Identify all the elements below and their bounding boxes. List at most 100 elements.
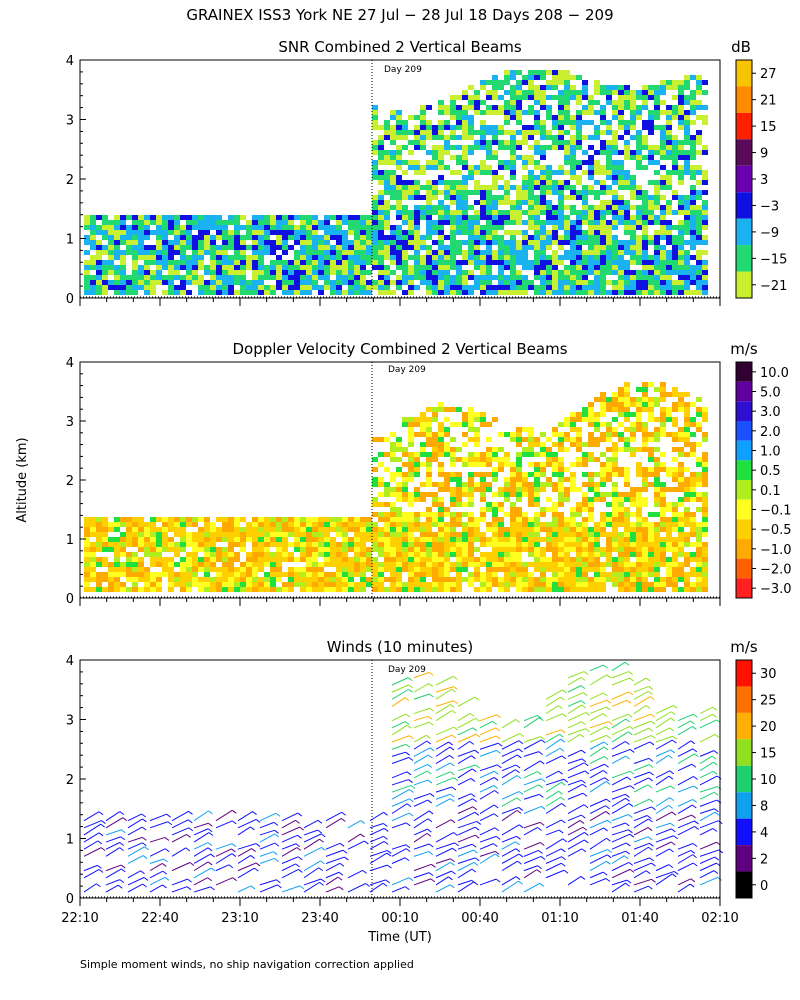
snr-cell	[504, 185, 510, 190]
snr-cell	[564, 225, 570, 230]
snr-cell	[546, 270, 552, 275]
snr-cell	[318, 265, 324, 270]
velocity-cell	[696, 477, 702, 482]
snr-cell	[174, 215, 180, 220]
snr-cell	[516, 205, 522, 210]
snr-cell	[276, 235, 282, 240]
snr-cell	[666, 290, 672, 295]
velocity-cell	[276, 547, 282, 552]
snr-cell	[564, 270, 570, 275]
velocity-cell	[306, 572, 312, 577]
velocity-cell	[408, 457, 414, 462]
velocity-cell	[180, 542, 186, 547]
snr-cell	[384, 250, 390, 255]
y-tick-label: 2	[66, 173, 74, 188]
velocity-cell	[210, 582, 216, 587]
snr-cell	[408, 215, 414, 220]
snr-cell	[474, 190, 480, 195]
velocity-cell	[582, 537, 588, 542]
snr-cell	[390, 280, 396, 285]
snr-cell	[90, 285, 96, 290]
snr-cell	[552, 220, 558, 225]
velocity-cell	[144, 552, 150, 557]
velocity-cell	[102, 522, 108, 527]
snr-cell	[492, 255, 498, 260]
velocity-cell	[630, 512, 636, 517]
snr-cell	[450, 130, 456, 135]
velocity-cell	[96, 527, 102, 532]
velocity-cell	[696, 412, 702, 417]
snr-cell	[192, 270, 198, 275]
velocity-cell	[90, 522, 96, 527]
snr-cell	[684, 80, 690, 85]
velocity-cell	[678, 567, 684, 572]
snr-cell	[648, 235, 654, 240]
snr-cell	[624, 120, 630, 125]
snr-cell	[666, 80, 672, 85]
snr-cell	[642, 140, 648, 145]
snr-cell	[642, 245, 648, 250]
velocity-cell	[540, 582, 546, 587]
snr-cell	[504, 210, 510, 215]
snr-cell	[450, 230, 456, 235]
velocity-cell	[180, 527, 186, 532]
velocity-cell	[120, 572, 126, 577]
snr-cell	[690, 270, 696, 275]
velocity-cell	[690, 522, 696, 527]
velocity-cell	[672, 577, 678, 582]
wind-barb-feather	[210, 867, 216, 872]
snr-cell	[186, 225, 192, 230]
snr-cell	[408, 210, 414, 215]
velocity-cell	[546, 532, 552, 537]
snr-cell	[420, 205, 426, 210]
snr-cell	[594, 190, 600, 195]
velocity-cell	[474, 527, 480, 532]
velocity-cell	[630, 532, 636, 537]
snr-cell	[162, 235, 168, 240]
snr-cell	[108, 220, 114, 225]
velocity-cell	[186, 537, 192, 542]
snr-cell	[498, 290, 504, 295]
snr-cell	[408, 230, 414, 235]
snr-cell	[132, 215, 138, 220]
velocity-cell	[288, 557, 294, 562]
snr-cell	[522, 125, 528, 130]
velocity-cell	[150, 532, 156, 537]
velocity-cell	[288, 517, 294, 522]
snr-cell	[702, 175, 708, 180]
snr-cell	[606, 220, 612, 225]
velocity-cell	[234, 532, 240, 537]
snr-cell	[534, 140, 540, 145]
snr-cell	[564, 290, 570, 295]
velocity-cell	[696, 567, 702, 572]
velocity-cell	[678, 562, 684, 567]
snr-cell	[336, 270, 342, 275]
velocity-cell	[630, 537, 636, 542]
snr-cell	[528, 105, 534, 110]
snr-cell	[426, 245, 432, 250]
velocity-cell	[186, 562, 192, 567]
snr-cell	[624, 130, 630, 135]
snr-cell	[630, 255, 636, 260]
velocity-cell	[456, 537, 462, 542]
velocity-cell	[324, 562, 330, 567]
snr-cell	[516, 105, 522, 110]
snr-cell	[414, 145, 420, 150]
snr-cell	[564, 105, 570, 110]
velocity-cell	[636, 407, 642, 412]
snr-cell	[384, 135, 390, 140]
snr-cell	[150, 255, 156, 260]
snr-cell	[672, 105, 678, 110]
snr-cell	[396, 185, 402, 190]
snr-cell	[204, 290, 210, 295]
velocity-cell	[180, 557, 186, 562]
snr-cell	[582, 195, 588, 200]
snr-cell	[648, 125, 654, 130]
velocity-cell	[228, 587, 234, 592]
velocity-cell	[300, 542, 306, 547]
velocity-cell	[552, 557, 558, 562]
velocity-cell	[462, 527, 468, 532]
velocity-cell	[564, 432, 570, 437]
velocity-cell	[186, 582, 192, 587]
